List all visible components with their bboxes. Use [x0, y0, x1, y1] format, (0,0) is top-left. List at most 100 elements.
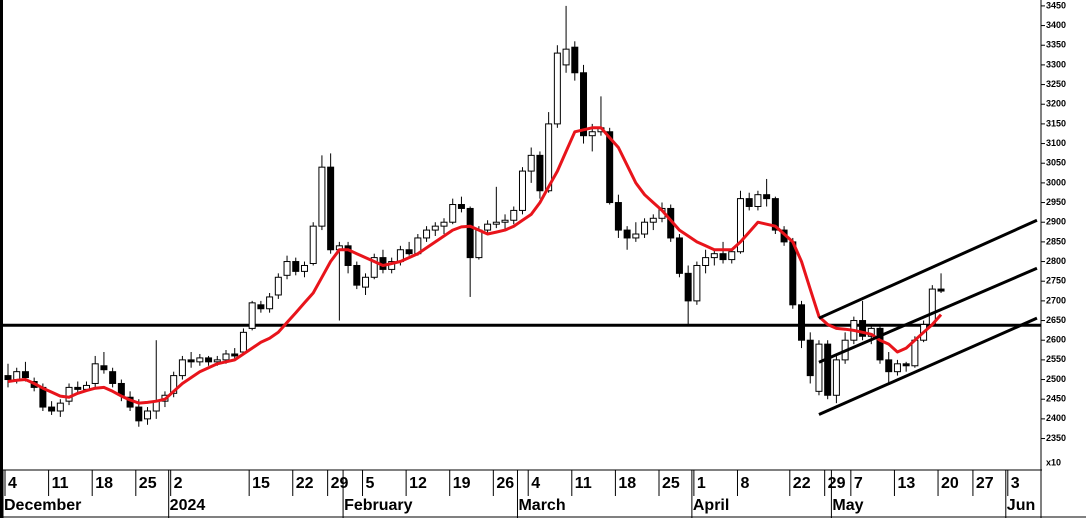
x-tick-label: 20 [941, 475, 959, 492]
x-tick-label: 11 [575, 475, 592, 492]
x-tick-label: 26 [496, 475, 514, 492]
month-label: February [344, 497, 413, 514]
candle-body [798, 304, 806, 341]
candle-body [353, 264, 361, 286]
candle-body [300, 264, 308, 272]
candle-body [48, 406, 56, 412]
channel-line [818, 266, 1038, 364]
candle-body [675, 237, 683, 274]
x-tick-label: 25 [139, 475, 157, 492]
x-tick-label: 12 [409, 475, 427, 492]
candle-body [771, 198, 779, 231]
candle-body [684, 272, 692, 302]
x-tick-label: 4 [8, 475, 17, 492]
candle-body [457, 204, 465, 209]
candle-body [431, 225, 439, 231]
candle-body [257, 304, 265, 310]
y-tick-label: 2850 [1046, 236, 1066, 246]
candle-body [213, 359, 221, 363]
candle-body [763, 194, 771, 200]
x-tick-label: 15 [252, 475, 270, 492]
month-label: Jun [1007, 497, 1035, 514]
candle-body [309, 225, 317, 265]
y-tick-label: 3100 [1046, 138, 1066, 148]
y-tick-label: 3000 [1046, 177, 1066, 187]
candle-body [510, 209, 518, 221]
candle-body [492, 221, 500, 225]
candle-body [178, 359, 186, 377]
x-tick-label: 22 [296, 475, 314, 492]
candle-body [885, 359, 893, 373]
y-tick-label: 3450 [1046, 0, 1066, 10]
candle-body [449, 204, 457, 223]
candle-body [859, 320, 867, 337]
x-tick-label: 18 [95, 475, 113, 492]
candle-body [536, 154, 544, 192]
candle-body [239, 331, 247, 353]
candle-body [222, 353, 230, 361]
y-tick-label: 2400 [1046, 413, 1066, 423]
x-tick-label: 3 [1011, 475, 1020, 492]
candle-body [815, 343, 823, 392]
x-tick-label: 5 [366, 475, 375, 492]
candle-body [614, 202, 622, 231]
candle-body [580, 72, 588, 137]
candle-body [641, 221, 649, 235]
x-tick-label: 29 [828, 475, 846, 492]
candle-body [475, 229, 483, 259]
month-label: 2024 [170, 497, 206, 514]
y-tick-label: 2750 [1046, 276, 1066, 286]
y-tick-label: 2950 [1046, 197, 1066, 207]
candle-body [545, 123, 553, 192]
candle-body [824, 343, 832, 396]
candle-body [937, 288, 945, 292]
x-tick-label: 13 [897, 475, 915, 492]
candle-body [928, 288, 936, 325]
x-tick-label: 8 [740, 475, 749, 492]
channel-line [818, 218, 1038, 320]
candle-body [21, 371, 29, 379]
x-tick-label: 4 [531, 475, 540, 492]
candle-body [144, 410, 152, 420]
x-tick-label: 1 [697, 475, 706, 492]
candle-body [832, 359, 840, 396]
candle-body [91, 363, 99, 384]
candle-body [789, 241, 797, 306]
month-label: December [4, 497, 81, 514]
candle-body [484, 223, 492, 231]
candle-body [318, 166, 326, 227]
x-tick-label: 18 [618, 475, 636, 492]
candle-body [248, 302, 256, 329]
y-tick-label: 2600 [1046, 335, 1066, 345]
candle-body [109, 371, 117, 384]
y-tick-label: 3400 [1046, 20, 1066, 30]
candle-body [362, 276, 370, 288]
candle-body [806, 339, 814, 377]
candle-body [518, 170, 526, 211]
candle-body [527, 154, 535, 172]
candle-body [327, 166, 335, 251]
candle-body [754, 194, 762, 207]
moving-average-line [7, 126, 943, 405]
candle-body [440, 221, 448, 227]
candle-body [100, 365, 108, 371]
x-tick-label: 11 [52, 475, 69, 492]
candle-body [623, 229, 631, 239]
candle-body [292, 261, 300, 272]
y-tick-label: 2700 [1046, 295, 1066, 305]
candle-body [632, 233, 640, 239]
candle-body [649, 217, 657, 223]
candle-body [56, 402, 64, 412]
candle-body [466, 207, 474, 259]
candle-body [736, 198, 744, 253]
candle-body [283, 261, 291, 276]
candle-body [405, 249, 413, 255]
x-tick-label: 19 [453, 475, 471, 492]
multiplier-label: x10 [1046, 457, 1061, 467]
x-tick-label: 7 [854, 475, 863, 492]
candle-body [562, 48, 570, 66]
month-label: March [518, 497, 565, 514]
y-tick-label: 3350 [1046, 40, 1066, 50]
candle-body [370, 257, 378, 278]
